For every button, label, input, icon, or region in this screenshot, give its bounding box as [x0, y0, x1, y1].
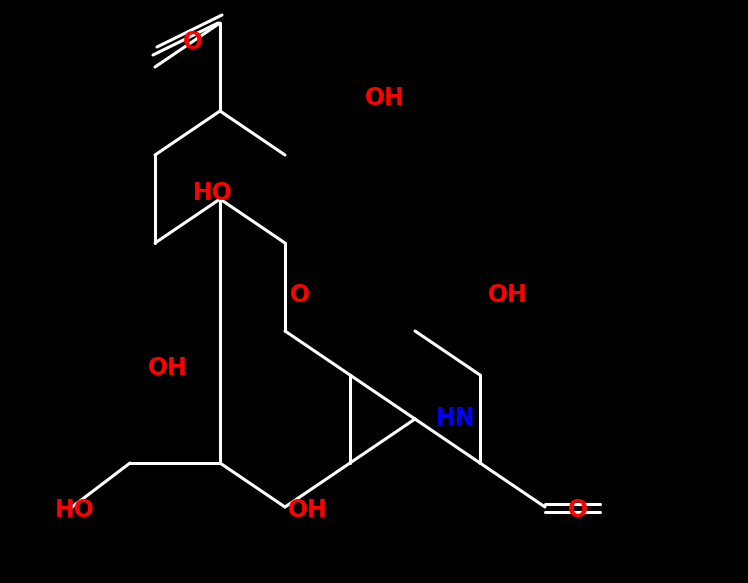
Text: OH: OH — [148, 356, 188, 380]
Text: OH: OH — [488, 283, 528, 307]
Text: HO: HO — [55, 498, 95, 522]
Text: HN: HN — [436, 406, 476, 430]
Text: O: O — [290, 283, 310, 307]
Text: O: O — [183, 30, 203, 54]
Text: O: O — [568, 498, 588, 522]
Text: HO: HO — [193, 181, 233, 205]
Text: OH: OH — [365, 86, 405, 110]
Text: OH: OH — [288, 498, 328, 522]
